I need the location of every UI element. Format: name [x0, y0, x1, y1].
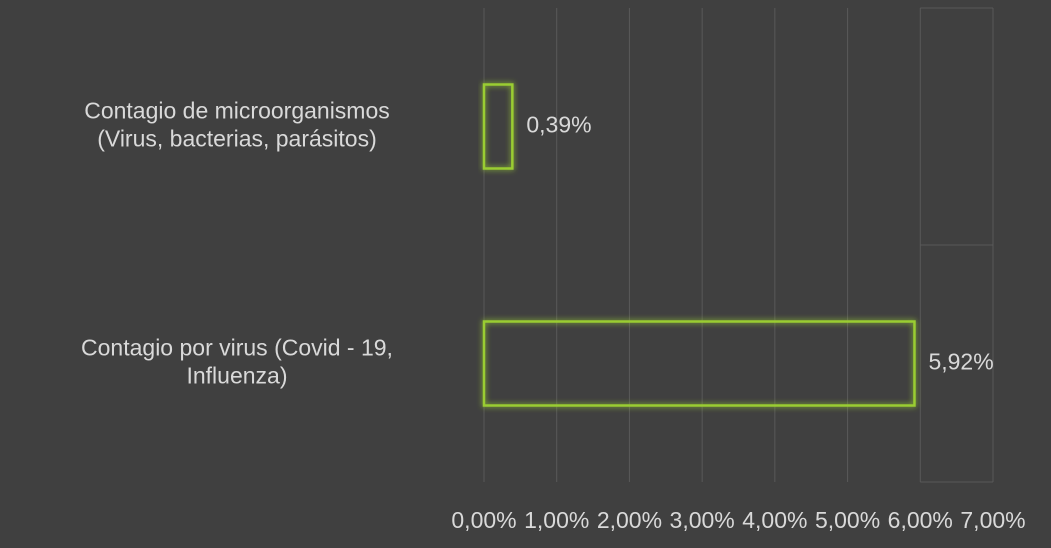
- x-tick-label: 4,00%: [742, 507, 807, 533]
- x-tick-label: 6,00%: [888, 507, 953, 533]
- x-tick-label: 1,00%: [524, 507, 589, 533]
- x-tick-label: 7,00%: [960, 507, 1025, 533]
- x-tick-label: 3,00%: [670, 507, 735, 533]
- data-label: 5,92%: [928, 349, 993, 375]
- x-tick-label: 2,00%: [597, 507, 662, 533]
- data-label: 0,39%: [526, 112, 591, 138]
- x-tick-label: 5,00%: [815, 507, 880, 533]
- bar: [482, 320, 916, 407]
- y-tick-label: Contagio de microorganismos (Virus, bacte…: [84, 98, 390, 152]
- y-tick-label: Contagio por virus (Covid - 19, Influenza…: [81, 335, 393, 389]
- x-tick-label: 0,00%: [451, 507, 516, 533]
- bar: [482, 83, 514, 170]
